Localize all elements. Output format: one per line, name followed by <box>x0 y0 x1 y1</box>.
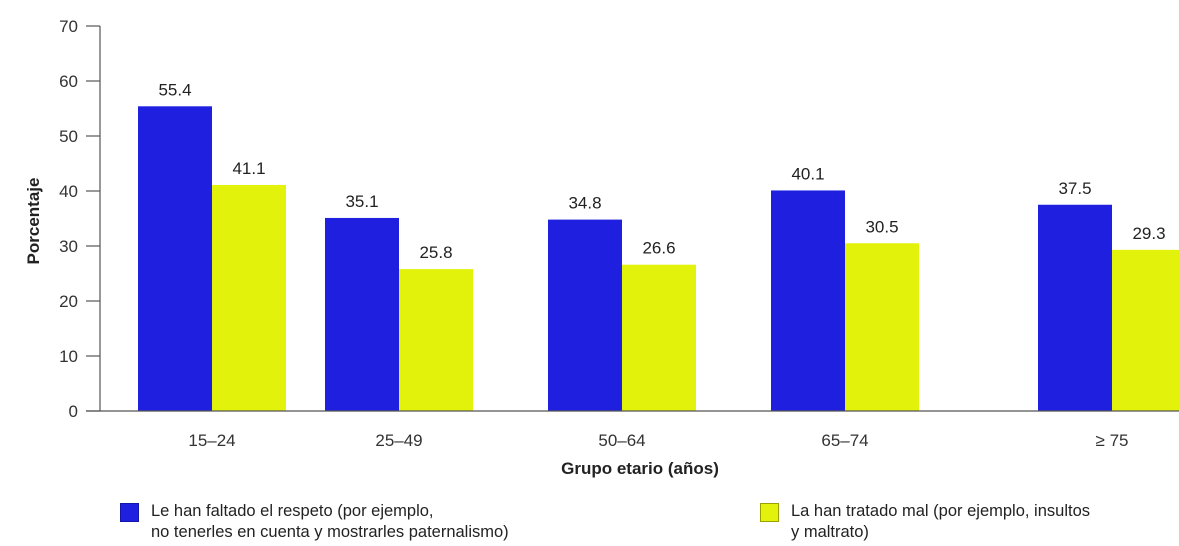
y-tick-label: 20 <box>59 292 78 311</box>
bar-series-1 <box>548 219 622 411</box>
data-label: 25.8 <box>419 243 452 262</box>
x-axis-title: Grupo etario (años) <box>561 459 719 478</box>
y-tick-label: 30 <box>59 237 78 256</box>
bar-chart: 0 10 20 30 40 50 60 70 55.4 35.1 34.8 40.1 37.5 41.1… <box>24 17 1179 478</box>
bar-series-1 <box>771 190 845 411</box>
bars: 55.4 35.1 34.8 40.1 37.5 41.1 25.8 26.6 30.5 29.3 <box>138 80 1179 412</box>
legend-swatch-series-2 <box>760 503 779 522</box>
legend-label-series-2: La han tratado mal (por ejemplo, insulto… <box>791 502 1090 541</box>
legend-item-series-1: Le han faltado el respeto (por ejemplo, … <box>120 501 509 543</box>
data-label: 34.8 <box>568 194 601 213</box>
bar-series-1 <box>325 217 399 411</box>
y-tick-label: 40 <box>59 182 78 201</box>
x-axis: 15–24 25–49 50–64 65–74 ≥ 75 <box>86 410 1179 450</box>
x-tick-label: 25–49 <box>375 431 422 450</box>
y-tick-label: 70 <box>59 17 78 36</box>
y-axis-title: Porcentaje <box>24 178 43 265</box>
y-tick-label: 0 <box>69 402 78 421</box>
legend-swatch-series-1 <box>120 503 139 522</box>
data-label: 29.3 <box>1132 224 1165 243</box>
y-tick-label: 10 <box>59 347 78 366</box>
legend-label-series-1: Le han faltado el respeto (por ejemplo, … <box>151 502 509 541</box>
bar-series-1 <box>138 106 212 412</box>
data-label: 55.4 <box>158 80 191 99</box>
data-label: 40.1 <box>791 164 824 183</box>
x-tick-label: 50–64 <box>598 431 645 450</box>
bar-series-1 <box>1038 204 1112 411</box>
data-label: 37.5 <box>1058 179 1091 198</box>
data-label: 30.5 <box>865 217 898 236</box>
bar-series-2 <box>1112 249 1179 411</box>
legend: Le han faltado el respeto (por ejemplo, … <box>0 501 1179 546</box>
data-label: 41.1 <box>232 159 265 178</box>
x-tick-label: 15–24 <box>188 431 235 450</box>
y-tick-label: 50 <box>59 127 78 146</box>
bar-series-2 <box>399 269 473 411</box>
data-label: 35.1 <box>345 192 378 211</box>
data-label: 26.6 <box>642 239 675 258</box>
x-tick-label: ≥ 75 <box>1096 431 1129 450</box>
bar-series-2 <box>212 184 286 411</box>
bar-series-2 <box>845 243 919 411</box>
x-tick-label: 65–74 <box>821 431 868 450</box>
bar-series-2 <box>622 264 696 411</box>
y-tick-label: 60 <box>59 72 78 91</box>
y-axis: 0 10 20 30 40 50 60 70 <box>59 17 101 421</box>
legend-item-series-2: La han tratado mal (por ejemplo, insulto… <box>760 501 1090 543</box>
